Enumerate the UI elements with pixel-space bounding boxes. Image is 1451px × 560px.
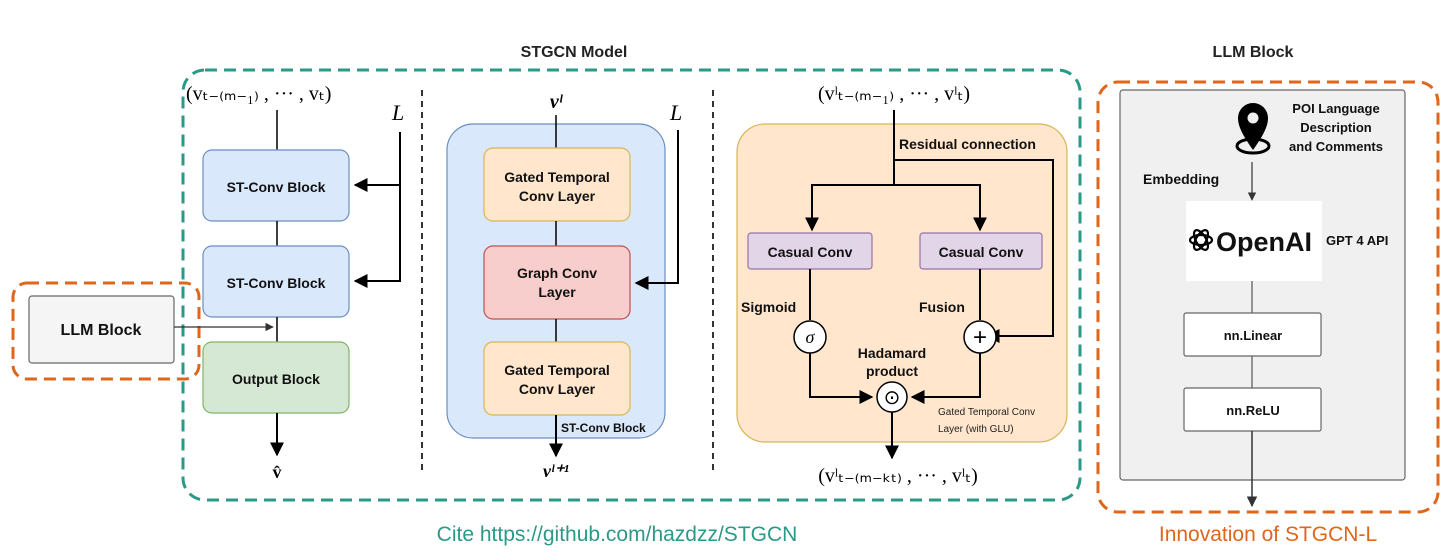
nn-linear-label: nn.Linear xyxy=(1224,328,1283,343)
hadamard-label-line1: Hadamard xyxy=(858,345,926,361)
llm-block-title: LLM Block xyxy=(1213,44,1294,61)
st-conv-block-2-label: ST-Conv Block xyxy=(227,275,326,291)
gated-temporal-conv-2 xyxy=(483,341,631,416)
residual-connection-label: Residual connection xyxy=(899,136,1036,152)
openai-box xyxy=(1186,201,1322,281)
middle-output-label: vˡ⁺¹ xyxy=(543,461,569,481)
st-conv-block-2 xyxy=(202,245,350,318)
llm-panel xyxy=(1119,89,1406,481)
glu-caption-line2: Layer (with GLU) xyxy=(938,424,1014,435)
poi-description-line2: Description xyxy=(1300,120,1372,135)
stgcn-model-title: STGCN Model xyxy=(521,44,628,61)
poi-description-line1: POI Language xyxy=(1292,101,1379,116)
left-output-label: v̂ xyxy=(273,462,282,482)
sigma-to-hadamard-arrow xyxy=(809,353,874,404)
hadamard-label-line2: product xyxy=(866,363,918,379)
openai-wordmark: OpenAI xyxy=(1216,227,1312,257)
innovation-caption: Innovation of STGCN-L xyxy=(1159,523,1377,546)
gated-temporal-1-line1: Gated Temporal xyxy=(504,169,610,185)
left-input-label: (vₜ₋₍ₘ₋₁₎ , ··· , vₜ) xyxy=(186,83,331,105)
cite-link[interactable]: Cite https://github.com/hazdzz/STGCN xyxy=(437,523,798,546)
stgcn-model-frame xyxy=(181,68,1082,502)
llm-block-frame xyxy=(1096,80,1440,514)
glu-container xyxy=(736,123,1068,443)
gated-temporal-1-line2: Conv Layer xyxy=(519,188,596,204)
openai-logo-icon xyxy=(1188,229,1214,251)
right-output-label: (vˡₜ₋₍ₘ₋ₖₜ₎ , ··· , vˡₜ) xyxy=(818,465,978,487)
gated-temporal-2-line2: Conv Layer xyxy=(519,381,596,397)
location-pin-icon xyxy=(1235,103,1271,155)
left-laplacian-label: L xyxy=(391,100,404,125)
glu-caption-line1: Gated Temporal Conv xyxy=(938,407,1035,418)
graph-conv-line2: Layer xyxy=(538,284,576,300)
split-arrow-left xyxy=(805,184,894,232)
llm-block-box xyxy=(28,295,175,364)
graph-conv-layer xyxy=(483,245,631,320)
st-conv-container-caption: ST-Conv Block xyxy=(561,421,646,435)
poi-description-line3: and Comments xyxy=(1289,139,1383,154)
right-input-label: (vˡₜ₋₍ₘ₋₁₎ , ··· , vˡₜ) xyxy=(818,83,970,105)
laplacian-arrow-2 xyxy=(353,185,401,288)
middle-laplacian-label: L xyxy=(669,100,682,125)
output-block-label: Output Block xyxy=(232,371,320,387)
llm-block-box-label: LLM Block xyxy=(61,322,142,339)
residual-connection-arrow xyxy=(894,159,1054,343)
laplacian-arrow-1 xyxy=(353,132,401,192)
gated-temporal-conv-1 xyxy=(483,147,631,222)
graph-conv-line1: Graph Conv xyxy=(517,265,597,281)
plus-symbol: + xyxy=(973,324,987,351)
gpt-api-label: GPT 4 API xyxy=(1326,233,1388,248)
split-arrow-right xyxy=(894,184,987,232)
embedding-label: Embedding xyxy=(1143,171,1219,187)
st-conv-block-1 xyxy=(202,149,350,222)
st-conv-block-1-label: ST-Conv Block xyxy=(227,179,326,195)
nn-relu-label: nn.ReLU xyxy=(1226,403,1279,418)
odot-symbol: ⊙ xyxy=(884,387,901,409)
gated-temporal-2-line1: Gated Temporal xyxy=(504,362,610,378)
fusion-label: Fusion xyxy=(919,299,965,315)
casual-conv-right-label: Casual Conv xyxy=(939,244,1024,260)
sigma-symbol: σ xyxy=(806,327,816,347)
fusion-to-hadamard-arrow xyxy=(910,353,981,404)
middle-input-label: vˡ xyxy=(550,91,564,113)
llm-input-frame xyxy=(11,281,201,381)
sigmoid-label: Sigmoid xyxy=(741,299,796,315)
laplacian-arrow-graph xyxy=(634,130,679,290)
casual-conv-left-label: Casual Conv xyxy=(768,244,853,260)
